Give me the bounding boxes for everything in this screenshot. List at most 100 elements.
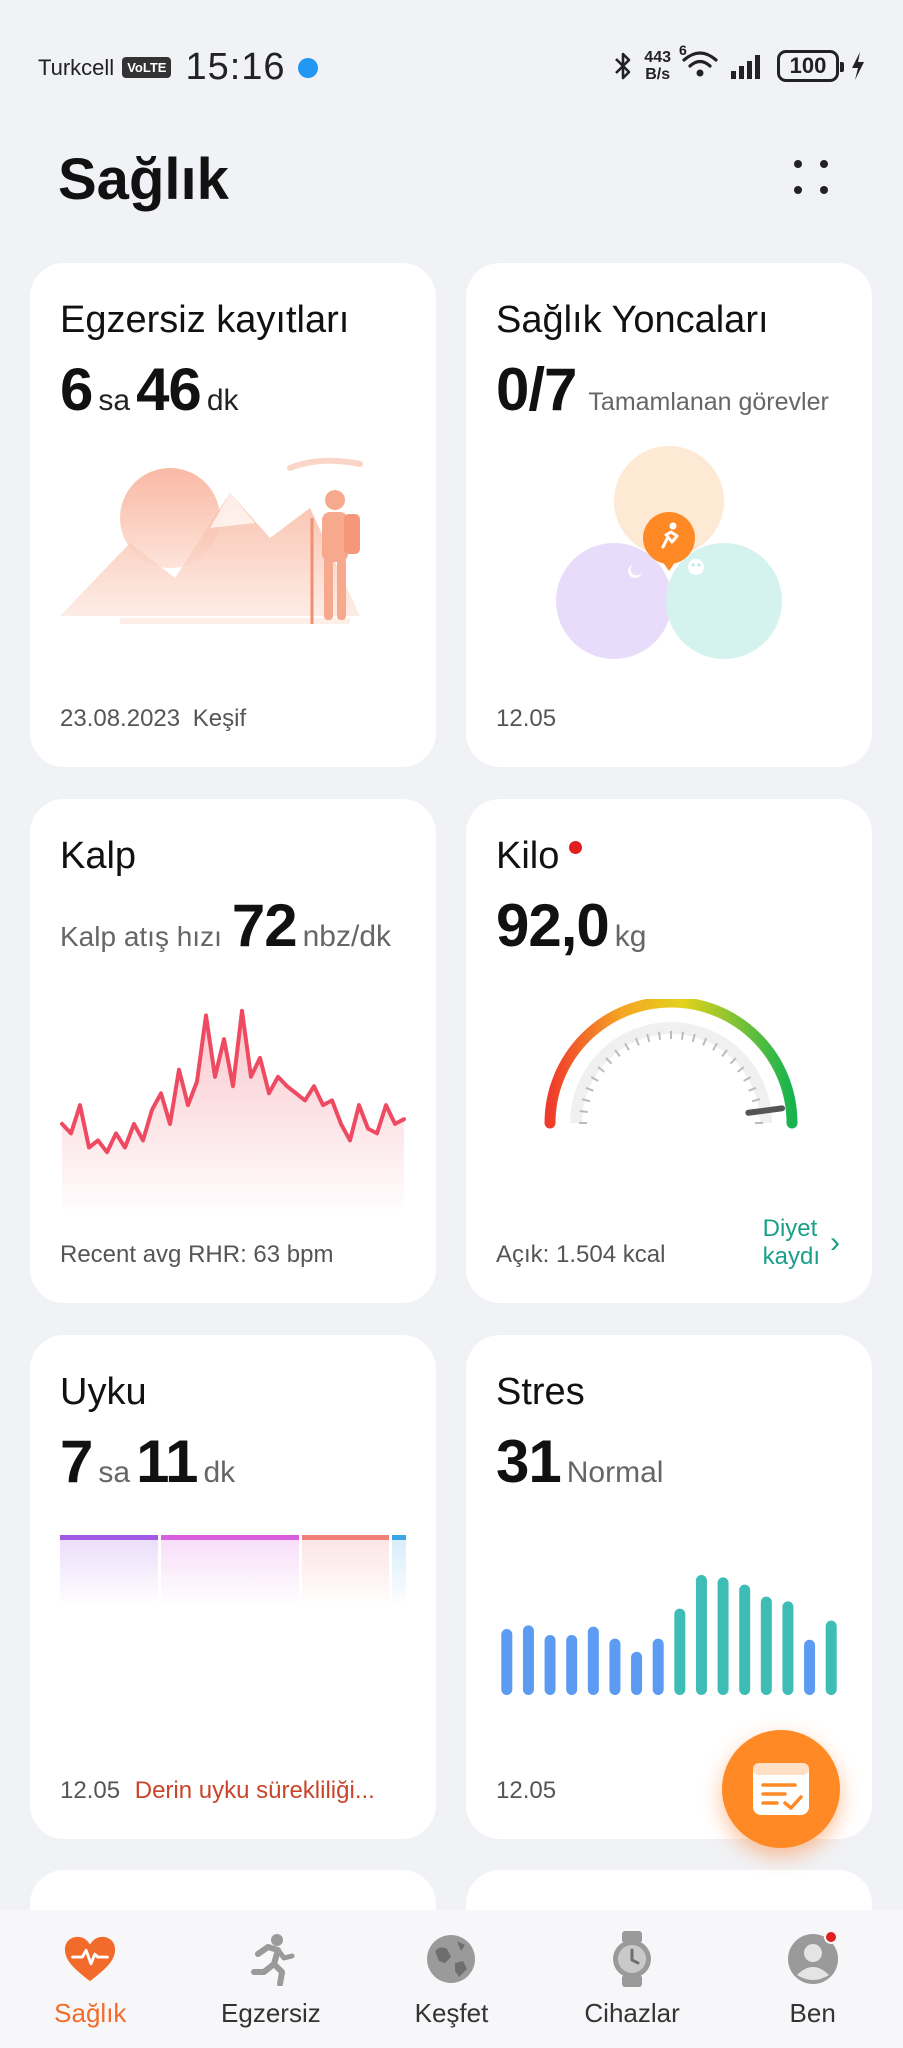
nav-item-discover[interactable]: Keşfet [376,1932,526,2029]
stress-value-row: 31 Normal [496,1427,663,1496]
heart-icon [63,1932,117,1986]
heart-line [60,1008,406,1155]
gauge-tick [585,1086,594,1092]
exercise-hours-unit: sa [98,384,131,417]
gauge-tick [646,1033,651,1043]
status-left: Turkcell VoLTE 15:16 [38,46,318,89]
gauge-tick [729,1057,737,1065]
nav-label-exercise: Egzersiz [221,1998,321,2028]
clover-date: 12.05 [496,705,557,732]
stress-bar [674,1608,686,1695]
gauge-tick [751,1098,761,1103]
heart-area [62,1010,404,1209]
stress-bar [566,1635,578,1695]
stress-bar [609,1638,621,1695]
gauge-needle [745,1105,786,1116]
gauge-tick [614,1049,621,1057]
exercise-hours: 6 [60,356,93,423]
gauge-tick [748,1086,757,1092]
sleep-hours: 7 [60,1428,93,1495]
weight-value-row: 92,0 kg [496,891,646,960]
sleep-minutes: 11 [136,1428,198,1495]
bluetooth-icon [615,52,631,79]
stress-value: 31 [496,1428,562,1495]
nav-label-discover: Keşfet [414,1998,489,2028]
heart-rate-chart [60,1008,406,1209]
gauge-tick [743,1076,752,1082]
gauge-tick [579,1110,588,1114]
watch-icon [605,1931,659,1987]
clover-caption: Tamamlanan görevler [588,388,829,416]
stress-bar [522,1625,534,1695]
clover-chart [556,446,782,659]
nav-item-exercise[interactable]: Egzersiz [196,1932,346,2029]
heart-card[interactable]: Kalp Kalp atış hızı 72 nbz/dk Recent avg… [30,799,436,1303]
heart-footer: Recent avg RHR: 63 bpm [60,1241,334,1268]
stress-bar [652,1638,664,1695]
nav-label-me: Ben [789,1998,836,2028]
notification-badge [823,1930,838,1944]
gauge-tick [658,1031,662,1040]
health-clover-card[interactable]: Sağlık Yoncaları 0/7 Tamamlanan görevler… [466,263,872,767]
weight-value: 92,0 [496,892,610,959]
chevron-right-icon: › [830,1226,840,1259]
stress-bar [760,1596,772,1695]
wifi-label: 6 [679,42,687,58]
wifi-icon [682,51,718,77]
page-title: Sağlık [58,147,229,212]
nav-item-health[interactable]: Sağlık [15,1932,165,2029]
sleep-card-title: Uyku [60,1371,147,1413]
globe-icon [424,1932,478,1986]
charging-icon [852,51,864,80]
signal-icon [731,54,760,79]
nav-item-me[interactable]: Ben [738,1930,888,2029]
gauge-tick [634,1037,640,1046]
stress-bar [782,1601,794,1695]
diet-link-line2: kaydı [762,1243,820,1270]
nav-label-health: Sağlık [54,1998,127,2028]
heart-rate-unit: nbz/dk [302,920,392,953]
stress-bar [739,1584,751,1695]
stress-bar [825,1620,837,1695]
stress-bar [544,1635,556,1695]
nav-label-devices: Cihazlar [584,1998,680,2028]
heart-rate-label: Kalp atış hızı [60,921,222,952]
status-right: 443 B/s 6 100 [612,42,867,83]
weight-title-text: Kilo [496,835,560,877]
stress-bar [717,1577,729,1695]
gauge-ticks [579,1031,763,1124]
gauge-tick [590,1076,599,1082]
gauge-tick [702,1037,708,1046]
hiking-illustration [60,457,363,624]
more-options-button[interactable] [786,156,836,200]
clover-value: 0/7 [496,356,577,423]
exercise-records-card[interactable]: Egzersiz kayıtları 6 sa 46 dk [30,263,436,767]
gauge-tick [680,1031,684,1040]
weight-unit: kg [614,920,647,953]
volte-badge: VoLTE [122,57,172,78]
stress-date: 12.05 [496,1777,557,1804]
clover-progress: 0/7 Tamamlanan görevler [496,355,829,424]
record-fab-button[interactable] [722,1730,840,1848]
new-data-dot [569,841,583,855]
weight-footer: Açık: 1.504 kcal [496,1241,666,1268]
message-notification-icon [297,57,318,78]
checklist-icon [753,1763,809,1815]
carrier-name: Turkcell [38,54,115,80]
stress-bar [631,1651,643,1695]
gauge-tick [605,1057,613,1065]
diet-link-text: Diyet kaydı [763,1215,820,1271]
sleep-segment [392,1535,406,1607]
status-time: 15:16 [185,46,286,88]
sleep-date: 12.05 [60,1777,121,1804]
stress-bar [695,1575,707,1695]
weight-card[interactable]: Kilo 92,0 kg Açık: 1.504 kcal Diyet kayd… [466,799,872,1303]
sleep-segment [301,1535,390,1607]
sleep-card[interactable]: Uyku 7 sa 11 dk 12.05 Derin uyku sürekli… [30,1335,436,1839]
gauge-tick [691,1033,696,1043]
stress-bar [501,1629,513,1695]
heart-card-title: Kalp [60,835,137,877]
exercise-card-title: Egzersiz kayıtları [60,299,350,341]
diet-record-link[interactable]: Diyet kaydı › [763,1215,840,1271]
nav-item-devices[interactable]: Cihazlar [557,1931,707,2029]
